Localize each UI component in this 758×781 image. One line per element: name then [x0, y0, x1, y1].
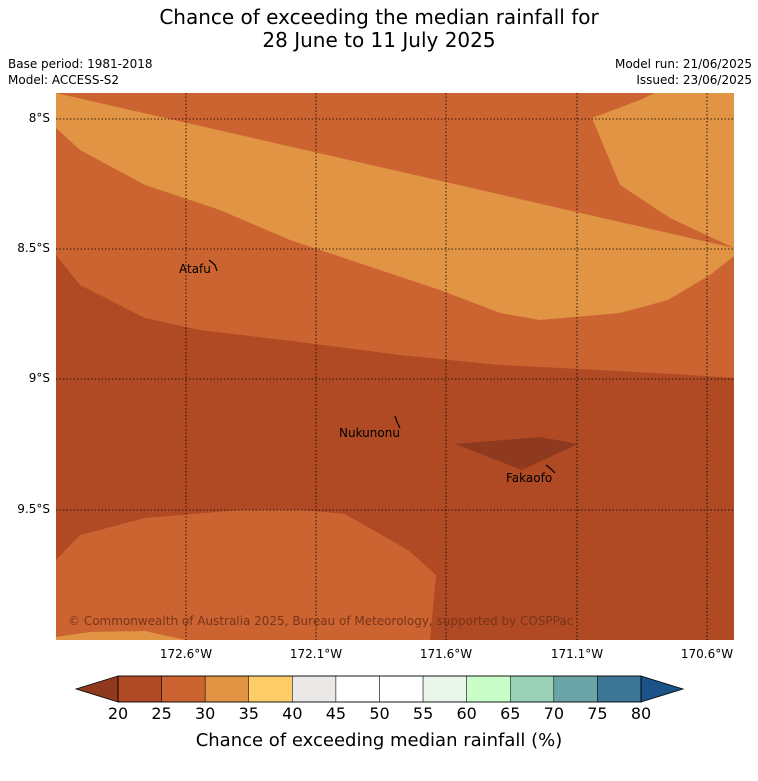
map-title-line1: Chance of exceeding the median rainfall …: [159, 5, 599, 29]
copyright-notice: © Commonwealth of Australia 2025, Bureau…: [68, 614, 574, 628]
colorbar-segment: [248, 675, 293, 703]
colorbar-segment: [117, 675, 162, 703]
colorbar: [74, 675, 685, 703]
colorbar-tick-label: 55: [412, 704, 434, 723]
atafu-atoll: [208, 259, 218, 272]
colorbar-tick-label: 45: [325, 704, 347, 723]
colorbar-tick-label: 80: [630, 704, 652, 723]
fakaofo-atoll: [545, 464, 556, 474]
colorbar-segment: [335, 675, 380, 703]
lat-label-9s: 9°S: [28, 371, 50, 385]
colorbar-segment: [422, 675, 467, 703]
colorbar-segment: [204, 675, 250, 703]
place-label-atafu: Atafu: [179, 262, 211, 276]
colorbar-segment: [553, 675, 598, 703]
colorbar-segment: [292, 675, 337, 703]
meta-left: Base period: 1981-2018 Model: ACCESS-S2: [8, 56, 153, 88]
colorbar-segment: [510, 675, 555, 703]
map-title-line2: 28 June to 11 July 2025: [262, 28, 496, 52]
colorbar-tick-label: 50: [369, 704, 390, 723]
lon-label-171-6w: 171.6°W: [419, 647, 473, 661]
colorbar-frame: [117, 675, 642, 703]
colorbar-segment: [379, 675, 424, 703]
lat-label-8-5s: 8.5°S: [17, 241, 50, 255]
lon-label-172-6w: 172.6°W: [159, 647, 213, 661]
colorbar-tick-label: 65: [500, 704, 521, 723]
base-period-text: Base period: 1981-2018: [8, 57, 153, 71]
colorbar-segment: [466, 675, 511, 703]
colorbar-segment: [161, 675, 206, 703]
rainfall-contours: [56, 93, 734, 640]
colorbar-tick-label: 70: [543, 704, 564, 723]
colorbar-tick-label: 75: [587, 704, 608, 723]
contour-30-35-south: [56, 631, 185, 640]
colorbar-segment: [597, 675, 642, 703]
colorbar-tick-label: 25: [151, 704, 172, 723]
lon-label-172-1w: 172.1°W: [289, 647, 343, 661]
colorbar-tick-label: 30: [194, 704, 216, 723]
gridlines: [56, 93, 734, 640]
colorbar-title: Chance of exceeding median rainfall (%): [195, 730, 563, 751]
place-label-nukunonu: Nukunonu: [339, 426, 400, 440]
colorbar-under-arrow: [74, 675, 119, 703]
colorbar-over-arrow: [640, 675, 685, 703]
lon-label-171-1w: 171.1°W: [550, 647, 604, 661]
contour-25-30-south: [56, 510, 436, 640]
model-text: Model: ACCESS-S2: [8, 73, 120, 87]
place-label-fakaofo: Fakaofo: [506, 471, 553, 485]
contour-30-35-north: [56, 93, 734, 320]
lon-label-170-6w: 170.6°W: [680, 647, 734, 661]
colorbar-tick-label: 35: [238, 704, 259, 723]
issued-text: Issued: 23/06/2025: [636, 73, 752, 87]
atolls: [208, 259, 556, 474]
lat-label-8s: 8°S: [28, 111, 50, 125]
colorbar-tick-label: 40: [282, 704, 303, 723]
model-run-text: Model run: 21/06/2025: [614, 57, 752, 71]
colorbar-tick-label: 20: [107, 704, 129, 723]
colorbar-tick-label: 60: [456, 704, 477, 723]
lat-label-9-5s: 9.5°S: [17, 502, 50, 516]
meta-right: Model run: 21/06/2025 Issued: 23/06/2025: [615, 56, 752, 88]
nukunonu-atoll: [394, 415, 401, 429]
contour-below-20: [455, 437, 578, 470]
colorbar-segments: [117, 675, 642, 703]
